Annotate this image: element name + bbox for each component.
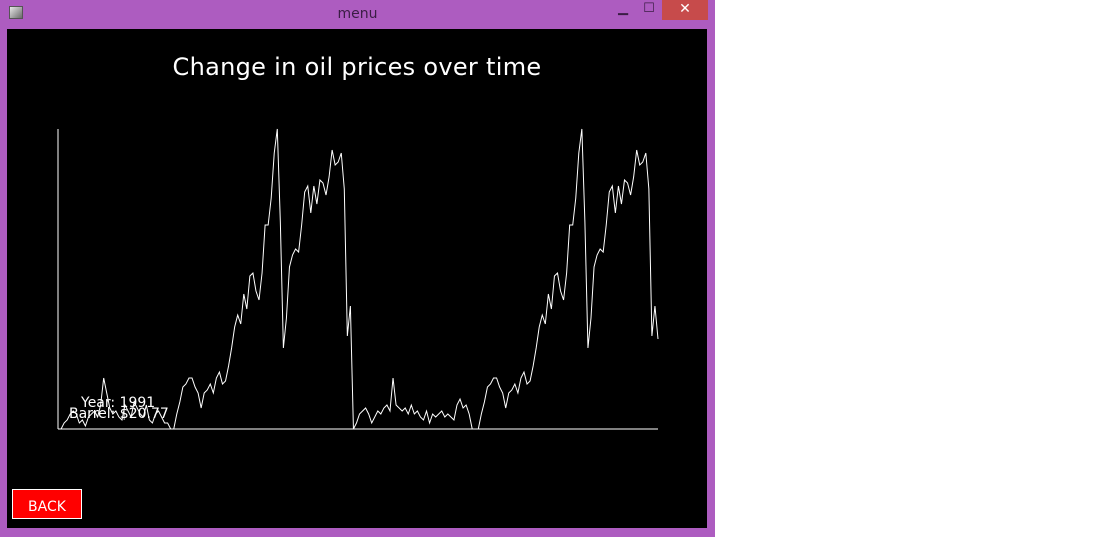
maximize-button[interactable]: ☐: [643, 1, 655, 16]
close-button[interactable]: ✕: [662, 0, 708, 20]
tooltip-year: Year: 1991: [80, 395, 155, 411]
window-title: menu: [337, 6, 378, 22]
series-line-0: [58, 128, 659, 430]
tooltip-barrel: Barrel: $20.77: [69, 406, 169, 422]
content-area: Change in oil prices over time Year: 199…: [7, 29, 707, 528]
app-window: menu ▁ ☐ ✕ Change in oil prices over tim…: [0, 0, 715, 537]
back-button[interactable]: BACK: [12, 489, 82, 519]
oil-price-chart[interactable]: Year: 1991 Barrel: $20.77: [7, 29, 707, 489]
app-icon: [9, 6, 23, 19]
title-bar[interactable]: menu ▁ ☐ ✕: [0, 0, 715, 28]
chart-title: Change in oil prices over time: [172, 53, 542, 81]
minimize-button[interactable]: ▁: [618, 1, 628, 16]
